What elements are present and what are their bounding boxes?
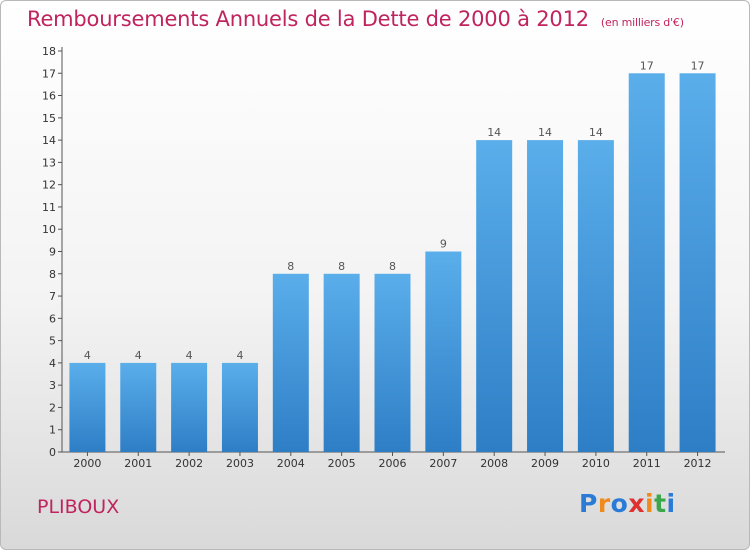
bars <box>69 73 716 453</box>
y-tick-label: 4 <box>49 357 56 370</box>
logo-letter: i <box>645 489 655 518</box>
bar <box>323 273 360 452</box>
data-label: 14 <box>589 126 603 139</box>
logo-letter: r <box>597 489 611 518</box>
bar <box>577 140 614 452</box>
x-tick-label: 2012 <box>684 457 712 470</box>
proxiti-logo: Proxiti <box>579 489 676 518</box>
data-label: 17 <box>640 59 654 72</box>
bar <box>476 140 513 452</box>
data-label: 9 <box>440 238 447 251</box>
y-tick-label: 11 <box>42 201 56 214</box>
logo-letter: x <box>628 489 645 518</box>
y-tick-label: 17 <box>42 67 56 80</box>
y-tick-label: 13 <box>42 156 56 169</box>
bar <box>272 273 309 452</box>
data-label: 8 <box>338 260 345 273</box>
y-tick-label: 15 <box>42 112 56 125</box>
bar <box>425 251 462 452</box>
data-label: 8 <box>287 260 294 273</box>
y-tick-label: 3 <box>49 379 56 392</box>
data-label: 4 <box>236 349 243 362</box>
bar <box>527 140 564 452</box>
y-tick-label: 14 <box>42 134 56 147</box>
data-label: 14 <box>538 126 552 139</box>
chart-title: Remboursements Annuels de la Dette de 20… <box>27 7 684 31</box>
bar <box>171 362 208 452</box>
labels: 2000 4 2001 4 2002 4 2003 4 2004 8 2005 8 2006 8 2007 9… <box>73 59 711 470</box>
logo-letter: o <box>610 489 629 518</box>
y-tick-label: 10 <box>42 223 56 236</box>
x-tick-label: 2008 <box>480 457 508 470</box>
bar <box>69 362 106 452</box>
y-tick-label: 1 <box>49 424 56 437</box>
logo-letter: t <box>654 489 667 518</box>
x-tick-label: 2009 <box>531 457 559 470</box>
data-label: 4 <box>135 349 142 362</box>
x-tick-label: 2004 <box>277 457 305 470</box>
y-tick-label: 12 <box>42 179 56 192</box>
y-tick-label: 0 <box>49 446 56 459</box>
x-tick-label: 2007 <box>429 457 457 470</box>
x-tick-label: 2002 <box>175 457 203 470</box>
place-name: PLIBOUX <box>37 496 120 518</box>
data-label: 17 <box>691 59 705 72</box>
y-tick-label: 5 <box>49 335 56 348</box>
bar <box>679 73 716 453</box>
data-label: 8 <box>389 260 396 273</box>
x-tick-label: 2003 <box>226 457 254 470</box>
data-label: 4 <box>84 349 91 362</box>
logo-letter: P <box>579 489 598 518</box>
bar <box>374 273 411 452</box>
chart-subtitle: (en milliers d'€) <box>600 16 684 29</box>
y-tick-label: 6 <box>49 312 56 325</box>
x-tick-label: 2000 <box>73 457 101 470</box>
chart-title-text: Remboursements Annuels de la Dette de 20… <box>27 7 589 31</box>
data-label: 14 <box>487 126 501 139</box>
data-label: 4 <box>186 349 193 362</box>
x-tick-label: 2011 <box>633 457 661 470</box>
y-tick-label: 8 <box>49 268 56 281</box>
x-tick-label: 2005 <box>328 457 356 470</box>
logo-letter: i <box>666 489 676 518</box>
x-tick-label: 2001 <box>124 457 152 470</box>
y-tick-label: 7 <box>49 290 56 303</box>
bar <box>628 73 665 453</box>
y-tick-label: 2 <box>49 401 56 414</box>
x-tick-label: 2006 <box>379 457 407 470</box>
bar <box>221 362 258 452</box>
y-tick-label: 16 <box>42 90 56 103</box>
y-tick-label: 9 <box>49 246 56 259</box>
y-tick-label: 18 <box>42 45 56 58</box>
x-tick-label: 2010 <box>582 457 610 470</box>
bar <box>120 362 157 452</box>
